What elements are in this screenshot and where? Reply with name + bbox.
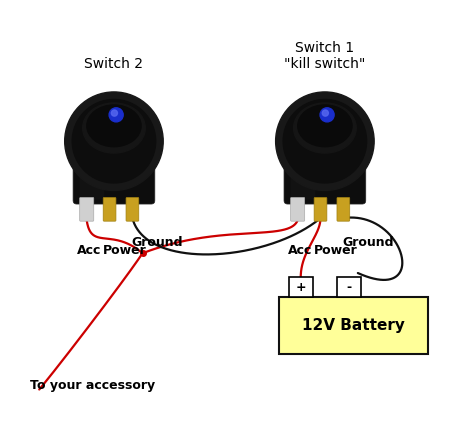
FancyBboxPatch shape <box>279 297 428 354</box>
FancyBboxPatch shape <box>80 153 104 200</box>
Text: Switch 1
"kill switch": Switch 1 "kill switch" <box>284 40 365 71</box>
Text: 12V Battery: 12V Battery <box>302 318 405 333</box>
FancyBboxPatch shape <box>291 198 305 221</box>
Circle shape <box>322 110 328 116</box>
Text: Ground: Ground <box>131 236 183 249</box>
Text: Acc: Acc <box>288 244 312 258</box>
Ellipse shape <box>82 103 145 153</box>
Circle shape <box>275 92 374 190</box>
FancyBboxPatch shape <box>80 198 94 221</box>
FancyBboxPatch shape <box>126 198 139 221</box>
FancyBboxPatch shape <box>314 198 327 221</box>
Ellipse shape <box>87 105 141 147</box>
Text: Power: Power <box>314 244 358 258</box>
FancyBboxPatch shape <box>103 198 116 221</box>
Ellipse shape <box>293 103 356 153</box>
Text: +: + <box>295 281 306 294</box>
Text: Acc: Acc <box>77 244 101 258</box>
Text: -: - <box>346 281 352 294</box>
Circle shape <box>320 108 334 122</box>
Circle shape <box>64 92 163 190</box>
FancyBboxPatch shape <box>337 277 361 297</box>
Circle shape <box>283 99 366 183</box>
FancyBboxPatch shape <box>284 135 366 204</box>
FancyBboxPatch shape <box>73 135 155 204</box>
Text: Power: Power <box>103 244 147 258</box>
FancyBboxPatch shape <box>291 153 315 200</box>
Text: Switch 2: Switch 2 <box>84 57 144 71</box>
FancyBboxPatch shape <box>337 198 350 221</box>
Text: To your accessory: To your accessory <box>30 379 155 392</box>
FancyBboxPatch shape <box>289 277 313 297</box>
Circle shape <box>72 99 155 183</box>
Text: Ground: Ground <box>343 236 394 249</box>
Circle shape <box>109 108 123 122</box>
Ellipse shape <box>298 105 352 147</box>
Circle shape <box>111 110 118 116</box>
